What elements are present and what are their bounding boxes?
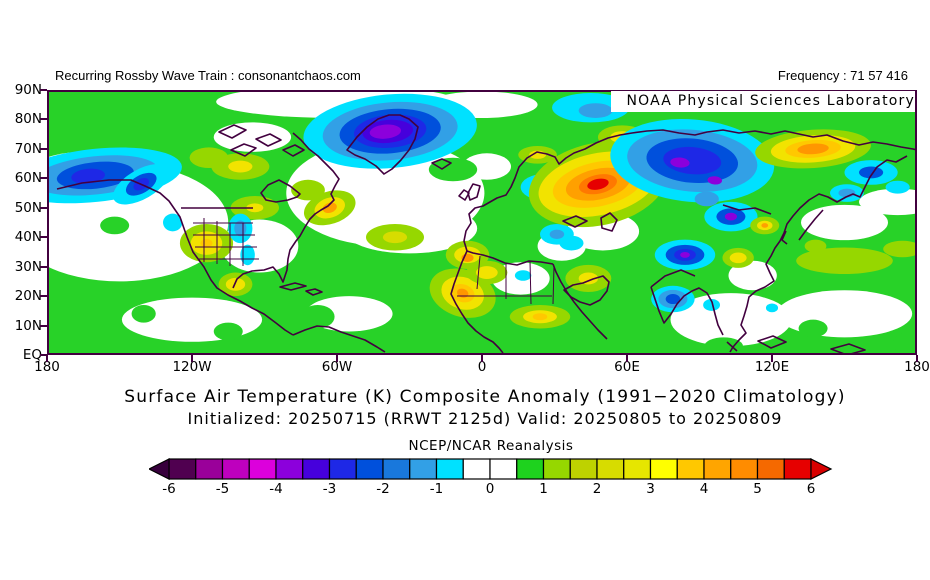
- feature-india-cold: [651, 285, 695, 313]
- colorbar-tick-label: 3: [646, 481, 655, 497]
- feature-altai-cold: [694, 191, 719, 207]
- feature-china-warm: [722, 247, 754, 268]
- lat-tick-label: 50N: [14, 199, 42, 216]
- feature-west-coast-cyan: [163, 213, 183, 232]
- colorbar-tick-label: 4: [699, 481, 709, 497]
- lat-tick-mark: [40, 118, 47, 121]
- feature-nw-canada-warm: [189, 147, 229, 169]
- colorbar-tick-label: -6: [162, 481, 176, 497]
- lat-tick-mark: [40, 236, 47, 239]
- lat-tick-label: 40N: [14, 229, 42, 246]
- lon-tick-label: 60E: [614, 359, 640, 375]
- feature-us-plains-cold-s: [240, 244, 255, 266]
- lon-tick-mark: [46, 355, 48, 362]
- lon-tick-mark: [916, 355, 918, 362]
- lat-tick-mark: [40, 295, 47, 298]
- feature-libya-cold-spot: [514, 270, 532, 281]
- lat-tick-label: 70N: [14, 140, 42, 157]
- colorbar-right-arrow: [810, 458, 833, 480]
- colorbar-tick-label: -3: [322, 481, 337, 497]
- feature-algeria-warm: [466, 260, 508, 285]
- colorbar-tick-label: 1: [539, 481, 548, 497]
- feature-labrador-warm: [303, 190, 356, 226]
- anomaly-features: [47, 92, 917, 329]
- lat-tick-label: 20N: [14, 288, 42, 305]
- lat-tick-label: EQ: [22, 347, 42, 363]
- feature-seasia-cyan: [703, 299, 721, 311]
- colorbar-tick-label: -4: [269, 481, 283, 497]
- lat-tick-mark: [40, 89, 47, 91]
- plot-subtitle: Initialized: 20250715 (RRWT 2125d) Valid…: [187, 409, 783, 428]
- lon-tick-mark: [336, 355, 338, 362]
- colorbar-tick-label: -2: [376, 481, 390, 497]
- anomaly-map: [47, 90, 917, 355]
- feature-ontario-warm: [230, 196, 279, 220]
- colorbar-tick-label: 0: [485, 481, 495, 497]
- lon-tick-label: 180: [904, 359, 930, 375]
- lon-tick-mark: [481, 355, 483, 362]
- map-canvas: [47, 90, 917, 355]
- feature-arctic-cold-patch: [552, 92, 630, 123]
- lat-tick-label: 90N: [14, 82, 42, 98]
- feature-mideast-warm: [565, 264, 612, 292]
- colorbar-tick-label: -1: [429, 481, 444, 497]
- feature-caucasus-cold: [559, 235, 584, 251]
- feature-chukotka-cold: [844, 160, 898, 185]
- lat-tick-mark: [40, 147, 47, 150]
- map-layers: [47, 90, 917, 355]
- green-patches: [100, 157, 917, 355]
- colorbar-tick-label: 6: [806, 481, 816, 497]
- map-frame: [47, 90, 917, 355]
- lat-tick-label: 80N: [14, 111, 42, 128]
- header-left-text: Recurring Rossby Wave Train : consonantc…: [55, 68, 361, 83]
- colorbar-tick-label: 5: [753, 481, 762, 497]
- feature-tibet-cold: [654, 239, 716, 271]
- colorbar-tick-label: 2: [592, 481, 602, 497]
- plot-title: Surface Air Temperature (K) Composite An…: [124, 387, 846, 407]
- feature-mongolia-cold: [704, 201, 758, 232]
- political-borders: [193, 218, 555, 305]
- feature-us-plains-cold: [228, 213, 253, 244]
- feature-bering-west-cold: [885, 180, 910, 194]
- lon-tick-label: 120W: [172, 359, 212, 375]
- noaa-psl-overlay-label: NOAA Physical Sciences Laboratory: [611, 91, 915, 112]
- feature-ne-siberia-warm: [755, 129, 871, 169]
- lat-tick-mark: [40, 354, 47, 356]
- lon-tick-mark: [191, 355, 193, 362]
- feature-siberia-cold: [610, 118, 775, 203]
- feature-us-west-warm: [179, 223, 234, 263]
- lon-tick-label: 180: [34, 359, 60, 375]
- coastlines: [56, 114, 917, 355]
- lat-tick-label: 10N: [14, 317, 42, 334]
- lat-tick-mark: [40, 206, 47, 209]
- lon-tick-mark: [771, 355, 773, 362]
- colorbar-left-arrow: [149, 458, 170, 480]
- feature-midatlantic-warm: [366, 223, 424, 251]
- frequency-label: Frequency : 71 57 416: [777, 68, 908, 83]
- lat-tick-mark: [40, 265, 47, 268]
- feature-okhotsk-cold: [830, 184, 864, 202]
- feature-manchuria-warm: [750, 216, 780, 235]
- lon-tick-label: 120E: [754, 359, 790, 375]
- lon-tick-label: 0: [477, 359, 487, 375]
- feature-philippines-cyan: [765, 303, 779, 313]
- lat-tick-mark: [40, 324, 47, 327]
- lat-tick-label: 30N: [14, 258, 42, 275]
- lon-tick-label: 60W: [321, 359, 353, 375]
- feature-sudan-warm: [509, 304, 571, 329]
- lon-tick-mark: [626, 355, 628, 362]
- colorbar-canvas: [149, 458, 833, 480]
- lat-tick-mark: [40, 177, 47, 180]
- feature-wpacific-warm: [796, 247, 893, 275]
- colorbar-title: NCEP/NCAR Reanalysis: [408, 438, 574, 454]
- colorbar-tick-label: -5: [215, 481, 230, 497]
- lat-tick-label: 60N: [14, 170, 42, 187]
- colorbar: [149, 458, 833, 480]
- feature-wpacific-warm-e: [883, 240, 917, 258]
